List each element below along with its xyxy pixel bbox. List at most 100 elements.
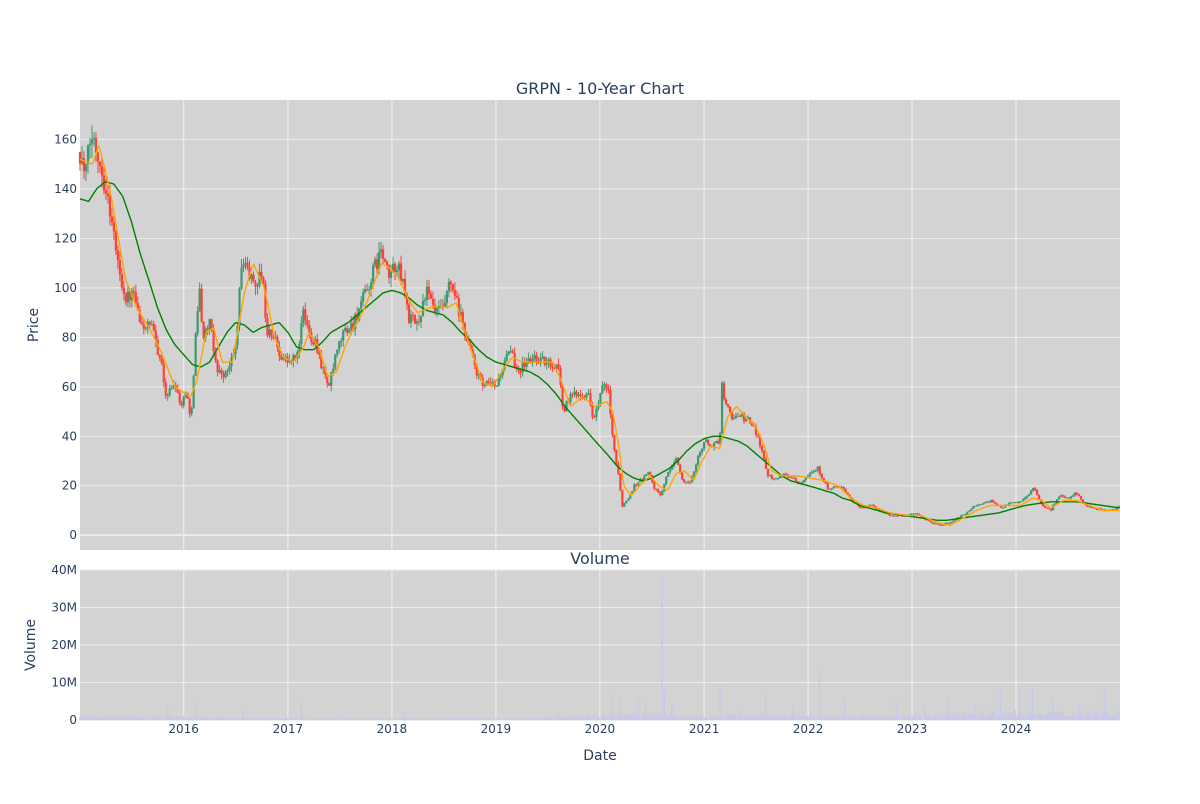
volume-bar [122,717,124,720]
volume-bar [486,718,488,720]
volume-bar [895,715,897,720]
candle-body [525,362,528,367]
volume-bar [759,713,761,720]
volume-bar [842,718,845,720]
volume-bar [355,719,357,720]
candle-body [571,394,574,395]
volume-bar [603,715,605,720]
volume-bar [1037,714,1039,720]
candle-body [294,355,297,359]
candle-body [98,161,102,167]
volume-bar [714,716,716,720]
candle-body [697,455,700,465]
volume-bar [547,718,549,720]
volume-bar [704,716,707,720]
volume-bar [740,713,742,720]
volume-bar [1047,712,1050,720]
volume-bar [1116,717,1118,720]
volume-bar [748,714,750,720]
candle-body [509,350,512,352]
volume-bar [369,718,372,720]
volume-bar [763,715,765,720]
volume-bar [933,716,936,720]
volume-bar [855,717,857,720]
volume-bar [903,714,905,720]
volume-bar [796,716,798,720]
candle-body [1053,503,1057,506]
volume-bar [916,714,919,720]
candle-body [172,385,175,388]
volume-bar [620,714,622,720]
volume-spike-bar [1103,690,1106,720]
volume-bar [590,717,593,720]
volume-bar [592,714,594,720]
volume-bar [1099,716,1101,720]
candle-body [736,415,740,417]
candle-body [497,377,500,386]
candle-body [459,311,462,316]
volume-bars [79,577,1120,720]
volume-bar [715,713,717,720]
candle-body [740,413,744,417]
candle-body [262,277,265,284]
volume-bar [170,716,172,720]
candle-body [425,286,429,300]
volume-bar [482,718,484,720]
volume-bar [688,716,691,720]
volume-bar [503,718,505,720]
volume-bar [647,716,650,720]
volume-bar [1018,713,1020,720]
volume-bar [82,715,85,720]
volume-bar [807,716,809,720]
volume-bar [478,717,480,720]
price-y-tick-labels: 0 20 40 60 80 100 120 140 160 [54,133,77,543]
candle-body [892,515,895,517]
candle-body [368,289,371,291]
volume-bar [773,714,775,720]
candle-body [453,290,456,296]
volume-bar [1060,711,1062,720]
volume-bar [366,719,368,720]
volume-bar [658,714,660,720]
candle-body [447,281,450,292]
volume-bar [219,717,221,720]
volume-bar [1022,715,1025,720]
candle-body [553,367,556,370]
candle-body [962,514,965,516]
volume-bar [1102,714,1104,720]
price-panel[interactable]: 0 20 40 60 80 100 120 140 160 [54,100,1120,550]
candle-body [978,504,981,506]
volume-bar [977,716,979,720]
candle-body [928,520,931,522]
volume-bar [587,716,589,720]
volume-bar [472,717,474,720]
candle-body [591,404,594,417]
volume-bar [1001,716,1003,720]
candle-body [383,258,387,262]
volume-bar [985,717,987,720]
volume-bar [295,718,298,720]
volume-bar [268,717,270,720]
volume-bar [251,717,253,720]
volume-bar [751,715,753,720]
volume-bar [205,718,208,720]
candle-body [491,382,494,384]
candle-body [633,484,636,492]
candle-body [707,439,710,445]
volume-bar [462,718,464,720]
candle-body [689,481,692,483]
volume-bar [260,718,262,720]
candle-body [601,385,604,394]
volume-bar [448,717,450,720]
candle-body [132,291,135,293]
volume-bar [882,715,884,720]
volume-bar [385,718,388,720]
volume-bar [312,719,315,720]
volume-spike-bar [792,705,794,720]
volume-bar [853,717,855,720]
candle-body [758,435,762,446]
volume-bar [523,718,525,720]
volume-bar [668,716,670,720]
